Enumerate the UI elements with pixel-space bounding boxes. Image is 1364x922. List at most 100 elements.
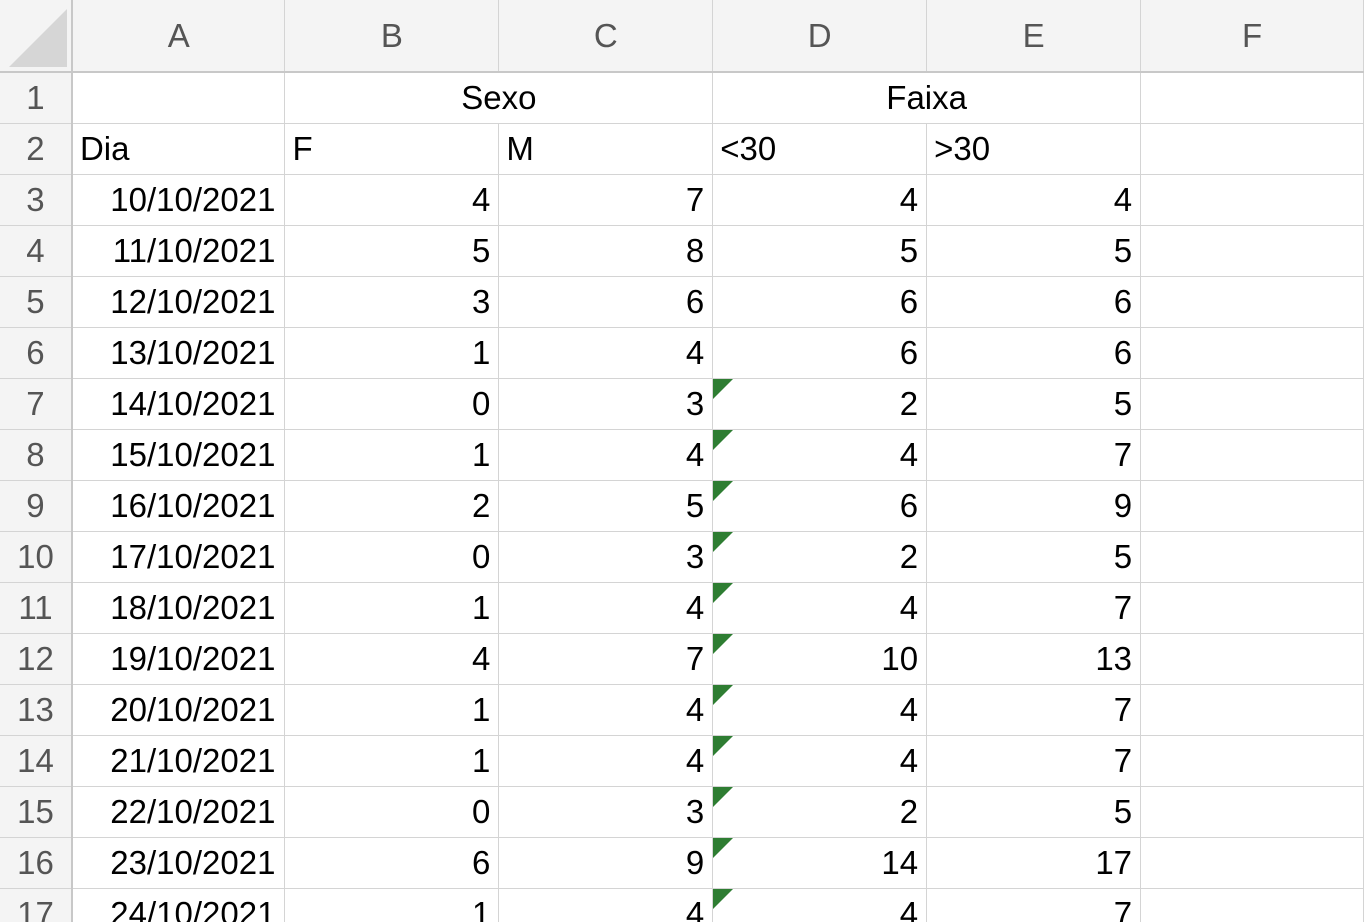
cell-lt30[interactable]: 4 xyxy=(712,684,928,736)
row-header[interactable]: 10 xyxy=(0,531,73,583)
cell-gt30[interactable]: 6 xyxy=(926,327,1142,379)
row-header[interactable]: 16 xyxy=(0,837,73,889)
row-header[interactable]: 6 xyxy=(0,327,73,379)
cell-f[interactable]: 4 xyxy=(284,633,500,685)
cell-lt30[interactable]: 6 xyxy=(712,480,928,532)
cell-f[interactable]: 0 xyxy=(284,531,500,583)
cell-a1[interactable] xyxy=(71,72,286,124)
error-indicator-icon[interactable] xyxy=(713,378,734,399)
cell-dia[interactable]: 15/10/2021 xyxy=(71,429,286,481)
cell-lt30[interactable]: 6 xyxy=(712,276,928,328)
cell-empty-f[interactable] xyxy=(1140,327,1364,379)
cell-m[interactable]: 4 xyxy=(498,888,714,922)
cell-f[interactable]: 1 xyxy=(284,888,500,922)
cell-empty-f[interactable] xyxy=(1140,888,1364,922)
cell-lt30[interactable]: 4 xyxy=(712,735,928,787)
cell-gt30[interactable]: 7 xyxy=(926,684,1142,736)
cell-faixa-header[interactable]: Faixa xyxy=(712,72,1142,124)
cell-empty-f[interactable] xyxy=(1140,174,1364,226)
cell-dia[interactable]: 10/10/2021 xyxy=(71,174,286,226)
cell-empty-f[interactable] xyxy=(1140,633,1364,685)
cell-f[interactable]: 2 xyxy=(284,480,500,532)
cell-gt30-header[interactable]: >30 xyxy=(926,123,1142,175)
cell-lt30[interactable]: 10 xyxy=(712,633,928,685)
cell-f[interactable]: 4 xyxy=(284,174,500,226)
cell-lt30[interactable]: 2 xyxy=(712,786,928,838)
cell-dia[interactable]: 16/10/2021 xyxy=(71,480,286,532)
row-header[interactable]: 12 xyxy=(0,633,73,685)
cell-dia[interactable]: 20/10/2021 xyxy=(71,684,286,736)
row-header[interactable]: 5 xyxy=(0,276,73,328)
column-header-c[interactable]: C xyxy=(498,0,714,73)
cell-dia-header[interactable]: Dia xyxy=(71,123,286,175)
error-indicator-icon[interactable] xyxy=(713,888,734,909)
row-header[interactable]: 9 xyxy=(0,480,73,532)
cell-empty-f[interactable] xyxy=(1140,225,1364,277)
error-indicator-icon[interactable] xyxy=(713,684,734,705)
cell-lt30-header[interactable]: <30 xyxy=(712,123,928,175)
error-indicator-icon[interactable] xyxy=(713,531,734,552)
cell-f[interactable]: 0 xyxy=(284,786,500,838)
cell-empty-f[interactable] xyxy=(1140,735,1364,787)
row-header[interactable]: 13 xyxy=(0,684,73,736)
cell-m[interactable]: 3 xyxy=(498,531,714,583)
cell-gt30[interactable]: 6 xyxy=(926,276,1142,328)
cell-f[interactable]: 1 xyxy=(284,735,500,787)
cell-m[interactable]: 9 xyxy=(498,837,714,889)
error-indicator-icon[interactable] xyxy=(713,582,734,603)
error-indicator-icon[interactable] xyxy=(713,837,734,858)
cell-lt30[interactable]: 4 xyxy=(712,429,928,481)
cell-m[interactable]: 4 xyxy=(498,582,714,634)
cell-dia[interactable]: 11/10/2021 xyxy=(71,225,286,277)
cell-m-header[interactable]: M xyxy=(498,123,714,175)
row-header[interactable]: 11 xyxy=(0,582,73,634)
cell-m[interactable]: 5 xyxy=(498,480,714,532)
cell-gt30[interactable]: 17 xyxy=(926,837,1142,889)
cell-dia[interactable]: 14/10/2021 xyxy=(71,378,286,430)
cell-lt30[interactable]: 4 xyxy=(712,888,928,922)
cell-dia[interactable]: 17/10/2021 xyxy=(71,531,286,583)
cell-empty-f[interactable] xyxy=(1140,378,1364,430)
row-header[interactable]: 14 xyxy=(0,735,73,787)
cell-lt30[interactable]: 2 xyxy=(712,378,928,430)
cell-f1[interactable] xyxy=(1140,72,1364,124)
cell-dia[interactable]: 12/10/2021 xyxy=(71,276,286,328)
cell-f[interactable]: 0 xyxy=(284,378,500,430)
cell-gt30[interactable]: 7 xyxy=(926,888,1142,922)
cell-dia[interactable]: 13/10/2021 xyxy=(71,327,286,379)
cell-m[interactable]: 8 xyxy=(498,225,714,277)
row-header[interactable]: 3 xyxy=(0,174,73,226)
cell-m[interactable]: 7 xyxy=(498,174,714,226)
column-header-b[interactable]: B xyxy=(284,0,500,73)
cell-f[interactable]: 1 xyxy=(284,684,500,736)
cell-dia[interactable]: 21/10/2021 xyxy=(71,735,286,787)
row-header[interactable]: 2 xyxy=(0,123,73,175)
row-header[interactable]: 4 xyxy=(0,225,73,277)
row-header[interactable]: 17 xyxy=(0,888,73,922)
cell-m[interactable]: 3 xyxy=(498,378,714,430)
cell-m[interactable]: 4 xyxy=(498,684,714,736)
cell-gt30[interactable]: 4 xyxy=(926,174,1142,226)
cell-gt30[interactable]: 7 xyxy=(926,429,1142,481)
row-header[interactable]: 8 xyxy=(0,429,73,481)
cell-sexo-header[interactable]: Sexo xyxy=(284,72,714,124)
error-indicator-icon[interactable] xyxy=(713,786,734,807)
cell-gt30[interactable]: 5 xyxy=(926,378,1142,430)
cell-dia[interactable]: 19/10/2021 xyxy=(71,633,286,685)
cell-f[interactable]: 1 xyxy=(284,327,500,379)
column-header-e[interactable]: E xyxy=(926,0,1142,73)
cell-m[interactable]: 4 xyxy=(498,735,714,787)
cell-empty-f[interactable] xyxy=(1140,480,1364,532)
column-header-f[interactable]: F xyxy=(1140,0,1364,73)
cell-dia[interactable]: 22/10/2021 xyxy=(71,786,286,838)
cell-lt30[interactable]: 5 xyxy=(712,225,928,277)
cell-f[interactable]: 6 xyxy=(284,837,500,889)
row-header[interactable]: 7 xyxy=(0,378,73,430)
cell-lt30[interactable]: 2 xyxy=(712,531,928,583)
cell-m[interactable]: 7 xyxy=(498,633,714,685)
row-header[interactable]: 1 xyxy=(0,72,73,124)
cell-f-header[interactable]: F xyxy=(284,123,500,175)
cell-f[interactable]: 1 xyxy=(284,429,500,481)
cell-empty-f[interactable] xyxy=(1140,837,1364,889)
cell-empty-f[interactable] xyxy=(1140,276,1364,328)
